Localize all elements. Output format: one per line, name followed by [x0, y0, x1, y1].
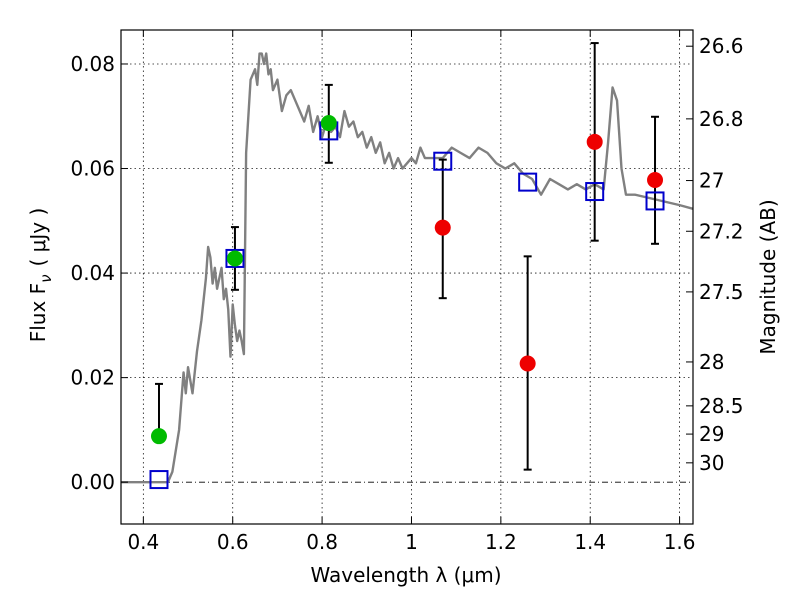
observed-flux-point	[434, 219, 451, 236]
y-axis-title-sub: ν	[37, 274, 55, 282]
observed-flux-point	[150, 428, 167, 445]
model-photometry-square	[645, 191, 665, 211]
axes-layer: 0.4 0.6 0.8 1 1.2 1.4 1.6 0.00 0.02 0.04 0.06 0.08 2…	[70, 29, 744, 554]
magnitude-tick-label: 26.6	[699, 34, 744, 58]
y2-axis-title-group: Magnitude (AB)	[756, 199, 780, 354]
y-axis-title-group: Flux Fν ( μJy )	[26, 208, 55, 343]
magnitude-tick-label: 27	[699, 169, 724, 193]
model-photometry-square	[433, 151, 453, 171]
magnitude-tick-label: 28	[699, 350, 724, 374]
observed-flux-point	[226, 250, 243, 267]
x-tick-label: 1.4	[574, 530, 606, 554]
observed-flux-point	[320, 115, 337, 132]
grid-layer	[121, 30, 693, 524]
magnitude-tick-label: 29	[699, 422, 724, 446]
sed-model-layer	[121, 52, 694, 484]
plot-frame	[120, 29, 694, 525]
model-photometry-square	[518, 172, 538, 192]
observed-flux-point	[586, 133, 603, 150]
x-tick-label: 1.2	[485, 530, 517, 554]
magnitude-tick-label: 30	[699, 451, 724, 475]
x-tick-label: 0.6	[217, 530, 249, 554]
points-layer	[149, 115, 665, 490]
y-axis-title-main: Flux F	[26, 283, 50, 342]
x-tick-label: 0.4	[127, 530, 159, 554]
y-axis-title: Flux Fν ( μJy )	[26, 208, 55, 343]
y-tick-label: 0.02	[70, 366, 115, 390]
magnitude-tick-label: 27.2	[699, 219, 744, 243]
model-photometry-square	[585, 182, 605, 202]
x-tick-label: 1	[405, 530, 418, 554]
x-tick-label: 0.8	[306, 530, 338, 554]
magnitude-tick-label: 28.5	[699, 394, 744, 418]
y-tick-label: 0.06	[70, 157, 115, 181]
observed-flux-point	[647, 172, 664, 189]
y-tick-label: 0.08	[70, 52, 115, 76]
magnitude-tick-label: 27.5	[699, 280, 744, 304]
x-axis-title: Wavelength λ (μm)	[310, 563, 501, 587]
observed-flux-point	[519, 355, 536, 372]
magnitude-tick-label: 26.8	[699, 107, 744, 131]
y-tick-label: 0.00	[70, 470, 115, 494]
y-axis-title-unit: ( μJy )	[26, 208, 50, 267]
x-tick-label: 1.6	[664, 530, 696, 554]
sed-model-line	[121, 52, 694, 484]
model-photometry-square	[149, 470, 169, 490]
y2-axis-title: Magnitude (AB)	[756, 199, 780, 354]
y-tick-label: 0.04	[70, 261, 115, 285]
model-photometry-square	[225, 248, 245, 268]
